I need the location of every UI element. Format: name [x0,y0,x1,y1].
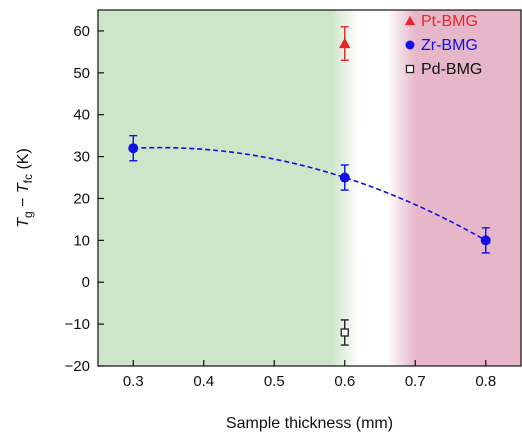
y-tick-label: 50 [73,65,90,82]
x-tick-label: 0.3 [123,373,144,390]
legend-item: Pt-BMG [404,13,478,30]
y-tick-label: −20 [65,358,90,375]
data-point [339,164,350,191]
data-point [480,227,491,254]
legend-item: Zr-BMG [405,37,478,54]
legend-item: Pd-BMG [405,61,482,78]
legend-marker [405,40,415,50]
fit-line [133,146,487,242]
plot-frame [97,9,522,367]
x-tick-label: 0.6 [334,373,355,390]
marker-triangle [339,37,351,49]
data-point [339,26,351,61]
x-tick-label: 0.4 [193,373,214,390]
y-tick-label: 10 [73,232,90,249]
marker-open-square [340,328,349,337]
y-tick-label: 20 [73,190,90,207]
green-background-region [98,10,359,366]
x-axis: 0.3 0.4 0.5 0.6 0.7 0.8 [123,360,496,390]
y-title-sub1: g [21,211,35,218]
marker-circle [480,235,491,246]
legend: Pt-BMG Zr-BMG Pd-BMG [404,13,482,78]
legend-marker [404,15,416,26]
legend-label: Zr-BMG [421,37,478,54]
y-tick-label: 30 [73,149,90,166]
y-title-sub2: fc [21,174,35,183]
y-tick-label: 0 [82,274,90,291]
y-axis-title: Tg − Tfc (K) [15,148,35,228]
x-tick-label: 0.5 [264,373,285,390]
marker-circle [339,172,350,183]
x-axis-title: Sample thickness (mm) [226,415,393,432]
y-tick-label: 60 [73,23,90,40]
y-title-unit: (K) [15,148,32,174]
x-tick-label: 0.8 [475,373,496,390]
y-axis: −20 −10 0 10 20 30 40 50 60 [65,23,104,375]
legend-marker [405,64,415,74]
y-tick-label: 40 [73,107,90,124]
data-point [128,134,139,162]
y-title-dash: − [15,193,32,211]
y-tick-label: −10 [65,316,90,333]
y-title-t2: T [15,182,32,193]
legend-label: Pt-BMG [421,13,478,30]
data-point [340,319,349,346]
y-title-t1: T [15,217,32,228]
x-tick-label: 0.7 [405,373,426,390]
marker-circle [128,143,139,154]
legend-label: Pd-BMG [421,61,482,78]
